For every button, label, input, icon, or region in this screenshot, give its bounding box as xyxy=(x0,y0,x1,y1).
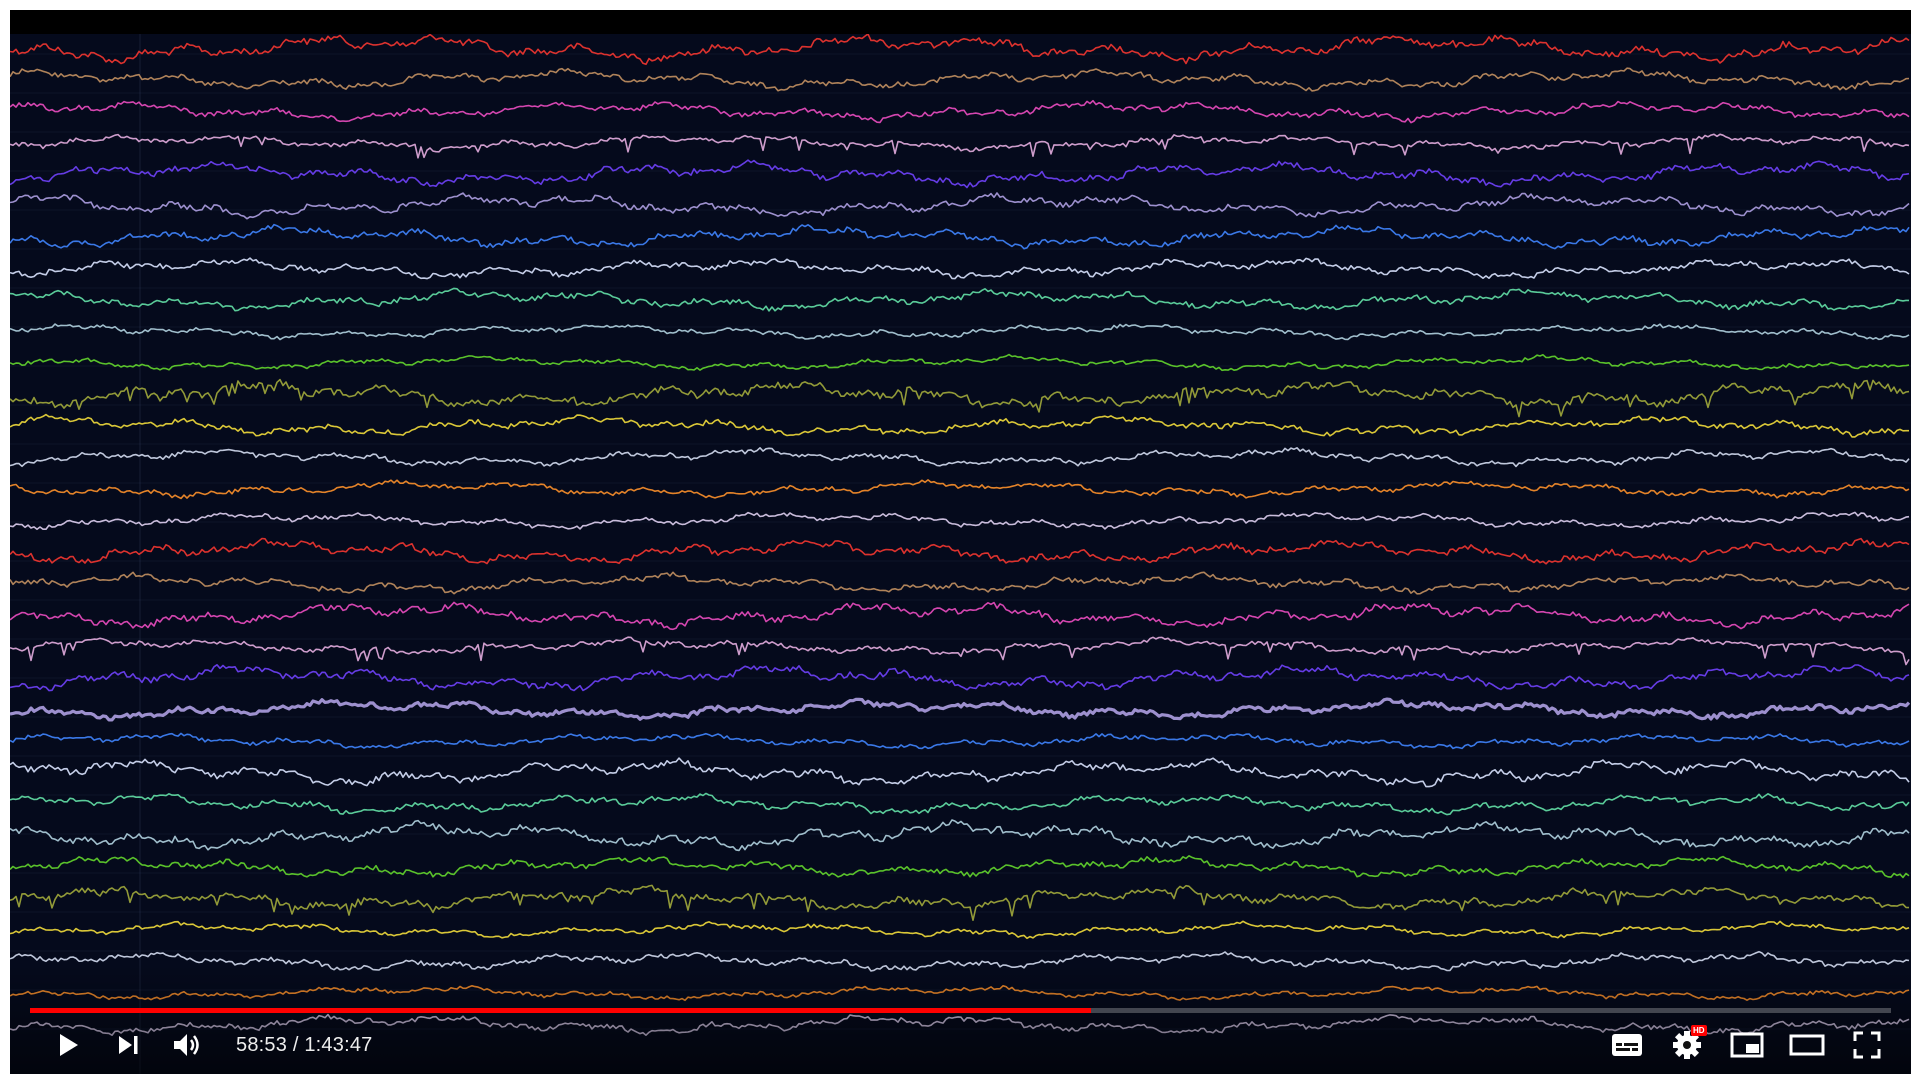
eeg-trace xyxy=(10,223,1910,250)
settings-button[interactable]: HD xyxy=(1657,1021,1717,1069)
miniplayer-button[interactable] xyxy=(1717,1021,1777,1069)
hd-badge: HD xyxy=(1691,1025,1707,1036)
skip-next-icon xyxy=(119,1036,138,1054)
subtitles-button[interactable] xyxy=(1597,1021,1657,1069)
eeg-traces-canvas xyxy=(10,34,1911,1074)
eeg-trace xyxy=(10,697,1911,722)
fullscreen-button[interactable] xyxy=(1837,1021,1897,1069)
eeg-trace xyxy=(10,67,1910,92)
play-icon xyxy=(60,1034,78,1056)
time-display: 58:53 / 1:43:47 xyxy=(236,1034,372,1057)
eeg-trace xyxy=(10,413,1909,438)
eeg-trace xyxy=(10,257,1910,280)
progress-bar[interactable] xyxy=(30,1008,1891,1013)
eeg-trace xyxy=(10,287,1909,312)
eeg-trace xyxy=(10,447,1910,468)
eeg-trace xyxy=(10,159,1910,189)
eeg-trace xyxy=(10,479,1910,500)
theater-mode-icon xyxy=(1789,1034,1825,1056)
eeg-trace xyxy=(10,757,1910,788)
eeg-trace xyxy=(10,353,1910,372)
play-button[interactable] xyxy=(38,1021,98,1069)
eeg-trace xyxy=(10,133,1910,159)
time-current: 58:53 xyxy=(236,1033,288,1056)
eeg-trace xyxy=(10,884,1910,921)
theater-mode-button[interactable] xyxy=(1777,1021,1837,1069)
eeg-trace xyxy=(10,99,1910,124)
eeg-trace xyxy=(10,985,1910,1002)
eeg-visualization xyxy=(10,34,1911,1074)
eeg-trace xyxy=(10,323,1910,341)
subtitles-icon xyxy=(1612,1034,1642,1056)
eeg-trace xyxy=(10,819,1910,852)
volume-button[interactable] xyxy=(158,1021,218,1069)
eeg-trace xyxy=(10,601,1910,631)
eeg-trace xyxy=(10,664,1910,692)
eeg-trace xyxy=(10,34,1910,66)
volume-icon xyxy=(174,1034,199,1056)
eeg-trace xyxy=(10,636,1910,666)
eeg-trace xyxy=(10,537,1910,565)
next-button[interactable] xyxy=(98,1021,158,1069)
fullscreen-icon xyxy=(1853,1031,1881,1059)
miniplayer-icon xyxy=(1730,1032,1764,1058)
eeg-trace xyxy=(10,950,1910,972)
eeg-trace xyxy=(10,792,1910,816)
eeg-trace xyxy=(10,571,1910,595)
video-player[interactable]: 58:53 / 1:43:47 xyxy=(10,10,1911,1074)
time-separator: / xyxy=(287,1033,305,1056)
eeg-trace xyxy=(10,920,1910,940)
eeg-trace xyxy=(10,378,1910,418)
player-controls: 58:53 / 1:43:47 xyxy=(10,1020,1911,1070)
eeg-trace xyxy=(10,732,1910,750)
time-total: 1:43:47 xyxy=(304,1033,373,1056)
eeg-trace xyxy=(10,192,1910,220)
progress-played xyxy=(30,1008,1091,1013)
eeg-trace xyxy=(10,511,1910,531)
eeg-trace xyxy=(10,855,1910,879)
